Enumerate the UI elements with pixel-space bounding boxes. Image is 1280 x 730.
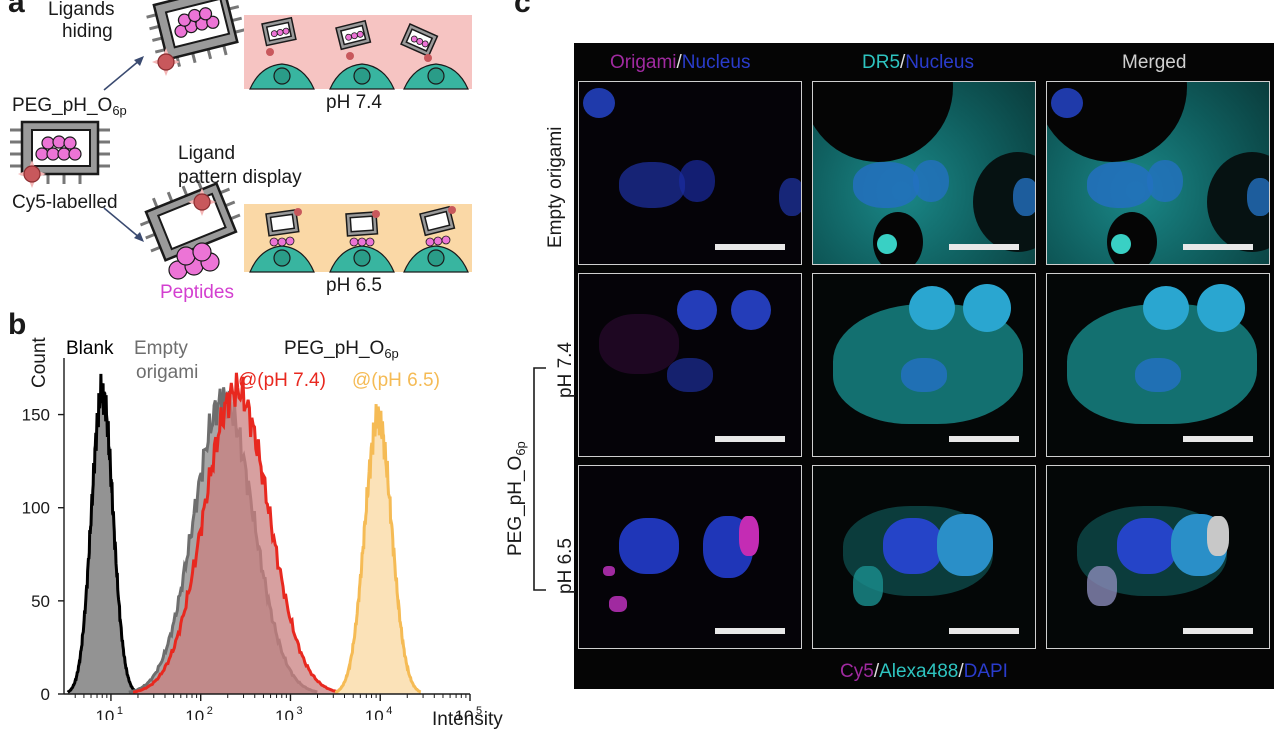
construct-label: PEG_pH_O6p [12,95,127,118]
image-ph65-merged [1046,465,1270,649]
y-tick-label-3: 150 [22,406,50,425]
x-tick-exponent-1: 2 [207,705,213,717]
x-tick-exponent-2: 3 [296,705,302,717]
row-label-ph65: pH 6.5 [555,538,576,594]
image-ph74-merged [1046,273,1270,457]
cy5-dye-icon [152,48,180,76]
x-tick-exponent-0: 1 [117,705,123,717]
col-header-origami-nucleus: Origami/Nucleus [610,52,751,73]
col-header-merged: Merged [1122,52,1187,73]
x-tick-exponent-4: 5 [476,705,482,717]
microscopy-panel [574,43,1274,689]
label-blank: Blank [66,338,114,359]
series-line-3 [334,404,422,694]
image-ph74-dr5 [812,273,1036,457]
panel-b-letter: b [8,308,27,341]
group-bracket [533,367,546,591]
label-empty-1: Empty [134,338,188,359]
ligand-display-label-2: pattern display [178,167,302,188]
image-ph74-nucleus [578,273,802,457]
x-tick-label-0: 10 [95,707,114,720]
channel-legend: Cy5/Alexa488/DAPI [840,661,1008,682]
series-line-2 [132,372,339,694]
label-empty-2: origami [136,362,199,383]
peptides-label: Peptides [160,282,234,303]
y-tick-label-0: 0 [41,685,50,704]
image-empty-origami-nucleus [578,81,802,265]
col-header-dr5-nucleus: DR5/Nucleus [862,52,974,73]
series-area-3 [335,404,421,694]
image-ph65-nucleus [578,465,802,649]
x-tick-label-2: 10 [275,707,294,720]
y-tick-label-2: 100 [22,499,50,518]
panel-a-letter: a [8,0,25,19]
ligands-hiding-label-1: Ligands [48,0,115,20]
label-ph65: @(pH 6.5) [352,370,440,391]
panel-a-schematic [10,0,472,280]
label-ph74: @(pH 7.4) [238,370,326,391]
ph65-label: pH 6.5 [326,275,382,296]
row-label-ph74: pH 7.4 [555,342,576,398]
origami-hiding-icon [146,0,245,68]
series-area-2 [133,372,339,694]
x-tick-exponent-3: 4 [386,705,392,717]
image-empty-origami-dr5 [812,81,1036,265]
x-tick-label-1: 10 [185,707,204,720]
y-tick-label-1: 50 [31,592,50,611]
y-axis-label: Count [29,337,50,388]
image-empty-origami-merged [1046,81,1270,265]
origami-central-icon [10,120,110,184]
row-label-empty-origami: Empty origami [545,126,566,248]
ligand-display-label-1: Ligand [178,143,236,164]
series-area-0 [67,373,137,694]
ph74-label: pH 7.4 [326,92,382,113]
panel-c-letter: c [514,0,531,19]
ligands-hiding-label-2: hiding [62,21,113,42]
group-label-construct: PEG_pH_O6p [505,441,528,556]
x-tick-label-3: 10 [365,707,384,720]
cell-row-ph74 [249,63,469,90]
image-ph65-dr5 [812,465,1036,649]
series-line-0 [66,373,138,694]
cy5-labelled-label: Cy5-labelled [12,192,118,213]
x-tick-label-4: 10 [455,707,474,720]
label-construct: PEG_pH_O6p [284,338,399,361]
